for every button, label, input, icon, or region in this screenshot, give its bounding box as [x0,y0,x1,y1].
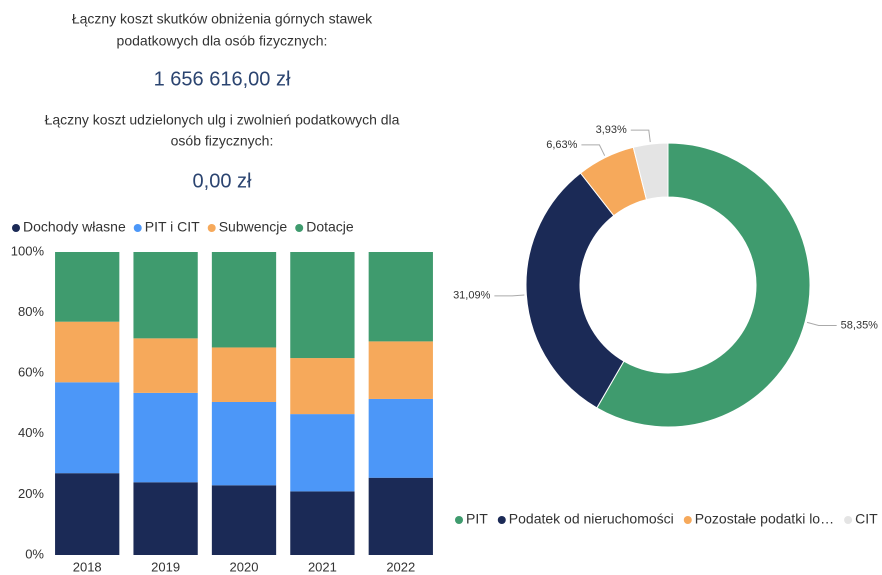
leader-line [806,321,837,326]
data-label: 31,09% [453,290,491,302]
bar-segment [133,252,198,339]
bar-segment [55,382,120,474]
donut-slice [525,172,625,409]
legend-label: Pozostałe podatki lo… [695,511,834,527]
kpi-label: Łączny koszt udzielonych ulg i zwolnień … [45,112,400,128]
bar-segment [55,321,120,383]
bar-segment [55,252,120,322]
kpi-value: 0,00 zł [193,170,252,192]
data-label: 3,93% [596,124,627,136]
legend-marker [497,516,506,524]
leader-line [494,294,525,297]
legend-marker [207,224,216,232]
x-tick-label: 2020 [230,559,259,574]
legend-label: CIT [855,511,878,527]
bar-segment [211,401,277,486]
bar-segment [211,485,277,555]
bar-segment [133,338,198,393]
bar-segment [55,473,120,555]
bar-segment [290,252,355,359]
donut-slice [632,142,669,201]
bar-segment [290,491,355,555]
legend-marker [295,224,304,232]
bar-segment [211,252,277,348]
bar-segment [133,392,198,483]
y-tick-label: 20% [18,486,44,501]
leader-line [581,144,606,156]
data-label: 6,63% [546,139,577,151]
kpi-value: 1 656 616,00 zł [154,68,291,90]
donut-slice [596,142,811,428]
bar-segment [368,252,433,342]
y-tick-label: 100% [11,243,45,258]
legend-label: PIT i CIT [145,219,200,235]
legend-label: Dochody własne [23,219,126,235]
bar-segment [211,347,277,402]
legend-label: Subwencje [219,219,288,235]
kpi-label: Łączny koszt skutków obniżenia górnych s… [72,11,373,27]
kpi-label: podatkowych dla osób fizycznych: [117,33,328,49]
bar-segment [368,398,433,478]
y-tick-label: 80% [18,304,44,319]
legend-marker [455,516,463,524]
bar-segment [133,482,198,555]
x-tick-label: 2021 [308,559,337,574]
legend-marker [12,224,20,232]
legend-label: PIT [466,511,488,527]
y-tick-label: 0% [25,546,44,561]
data-label: 58,35% [841,319,879,331]
bar-segment [290,358,355,415]
y-tick-label: 60% [18,365,44,380]
legend-label: Dotacje [306,219,354,235]
legend-label: Podatek od nieruchomości [509,511,674,527]
x-tick-label: 2022 [386,559,415,574]
leader-line [630,129,651,143]
legend-marker [133,224,142,232]
bar-segment [368,341,433,399]
x-tick-label: 2019 [151,559,180,574]
bar-segment [290,414,355,492]
y-tick-label: 40% [18,425,44,440]
legend-marker [844,516,853,524]
x-tick-label: 2018 [73,559,102,574]
kpi-label: osób fizycznych: [171,133,274,149]
bar-segment [368,477,433,555]
legend-marker [683,516,692,524]
